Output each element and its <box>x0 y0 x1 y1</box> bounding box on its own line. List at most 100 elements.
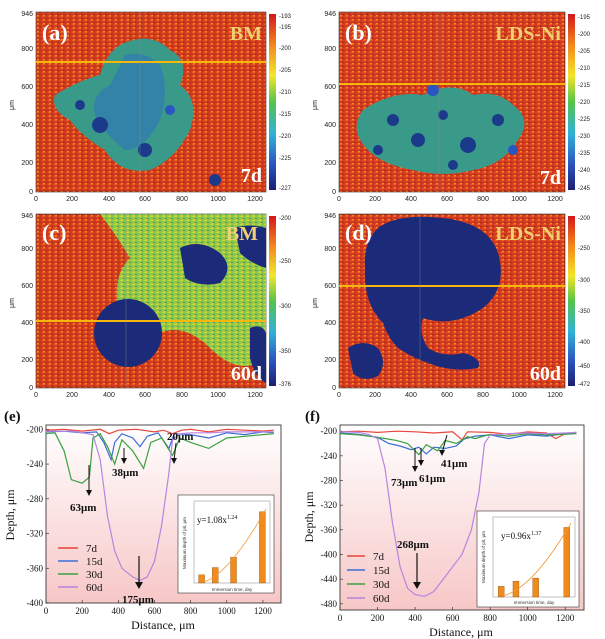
colorbar <box>269 14 276 190</box>
inset-x-label: Immersion time, day <box>514 600 555 605</box>
cb-tick: -205 <box>578 49 591 55</box>
x-tick: 200 <box>369 196 381 203</box>
y-tick-label: -400 <box>27 598 44 608</box>
cb-tick: -195 <box>279 25 292 31</box>
y-tick: 600 <box>324 84 336 91</box>
x-tick: 800 <box>477 392 489 399</box>
annotation-73um: 73μm <box>391 477 417 489</box>
y-tick: 0 <box>332 189 336 196</box>
cb-tick: -205 <box>279 68 292 74</box>
x-tick: 400 <box>103 392 115 399</box>
x-tick-label: 600 <box>446 613 460 623</box>
cb-tick: -245 <box>578 186 591 192</box>
colorbar <box>568 216 575 386</box>
map-panel-d: (d) LDS-Ni 60d 946 800 600 400 200 0 μm … <box>312 213 591 399</box>
y-unit: μm <box>312 100 319 110</box>
map-day-b: 7d <box>540 167 561 189</box>
x-tick: 1200 <box>547 196 563 203</box>
x-tick-label: 800 <box>483 613 497 623</box>
x-tick: 0 <box>34 392 38 399</box>
x-axis-label: Distance, μm <box>429 625 493 639</box>
map-day-d: 60d <box>530 363 561 385</box>
y-unit: μm <box>312 298 319 308</box>
y-tick-label: -240 <box>321 451 338 461</box>
y-tick: 200 <box>21 160 33 167</box>
inset-bar <box>259 511 266 584</box>
map-panel-c: (c) BM 60d 946 800 600 400 200 0 μm 0 20… <box>9 213 292 399</box>
x-tick: 400 <box>103 196 115 203</box>
y-tick: 800 <box>324 246 336 253</box>
map-panel-b: (b) LDS-Ni 7d 946 800 600 400 200 0 μm 0… <box>312 11 591 203</box>
y-tick: 200 <box>324 357 336 364</box>
legend-15d: 15d <box>86 556 103 568</box>
legend-30d: 30d <box>373 579 390 591</box>
y-unit: μm <box>9 100 16 110</box>
colorbar <box>568 14 575 190</box>
cb-tick: -376 <box>279 382 292 388</box>
series-line-60d <box>46 430 274 582</box>
annotation-63um: 63μm <box>70 502 96 514</box>
x-tick: 0 <box>34 196 38 203</box>
inset-x-label: Immersion time, day <box>212 587 253 592</box>
legend-60d: 60d <box>373 593 390 605</box>
y-tick-label: -400 <box>321 550 338 560</box>
x-tick: 600 <box>441 392 453 399</box>
cb-tick: -240 <box>578 168 591 174</box>
x-tick: 1200 <box>247 392 263 399</box>
cb-tick: -210 <box>578 66 591 72</box>
y-tick-label: -280 <box>27 494 44 504</box>
map-name-b: LDS-Ni <box>495 23 561 45</box>
y-tick: 946 <box>324 213 336 220</box>
inset-bar <box>498 586 505 598</box>
x-tick: 1000 <box>511 196 527 203</box>
y-tick-label: -200 <box>321 426 338 436</box>
map-name-c: BM <box>226 223 258 245</box>
x-tick-label: 800 <box>184 606 198 616</box>
y-tick-label: -200 <box>27 424 44 434</box>
inset-bar <box>532 577 539 598</box>
y-tick-label: -280 <box>321 476 338 486</box>
x-tick-label: 400 <box>112 606 126 616</box>
series-line-15d <box>339 432 577 455</box>
x-tick: 1000 <box>511 392 527 399</box>
y-tick-label: -320 <box>321 500 338 510</box>
annotation-20um: 20μm <box>167 431 193 443</box>
map-letter-d: (d) <box>345 220 372 245</box>
y-tick-label: -240 <box>27 459 44 469</box>
y-tick: 0 <box>29 189 33 196</box>
y-tick: 800 <box>21 246 33 253</box>
y-tick: 800 <box>21 46 33 53</box>
cb-tick: -250 <box>578 246 591 252</box>
map-letter-c: (c) <box>42 220 66 245</box>
cb-tick: -230 <box>578 134 591 140</box>
cb-tick: -300 <box>279 304 292 310</box>
cb-tick: -200 <box>279 46 292 52</box>
cb-tick: -215 <box>279 112 292 118</box>
y-tick: 400 <box>324 320 336 327</box>
inset-chart: y=0.96x1.37 Maximum depth of pit, μm Imm… <box>476 510 580 608</box>
y-tick: 600 <box>324 283 336 290</box>
y-tick-label: -320 <box>27 529 44 539</box>
cb-tick: -200 <box>578 216 591 222</box>
x-tick-label: 0 <box>44 606 49 616</box>
cb-tick: -400 <box>578 340 591 346</box>
legend: 7d 15d 30d 60d <box>347 551 390 605</box>
x-tick: 400 <box>405 392 417 399</box>
x-axis-label: Distance, μm <box>131 618 195 632</box>
cb-tick: -227 <box>279 186 292 192</box>
y-tick: 600 <box>21 84 33 91</box>
cb-tick: -350 <box>578 309 591 315</box>
cb-tick: -225 <box>279 156 292 162</box>
map-letter-a: (a) <box>42 20 68 45</box>
y-tick: 400 <box>21 320 33 327</box>
inset-bar <box>563 527 570 598</box>
inset-bar <box>198 574 205 584</box>
chart-letter: (f) <box>305 409 320 425</box>
x-tick-label: 600 <box>148 606 162 616</box>
inset-chart: y=1.08x1.24 Maximum depth of pit, μm Imm… <box>177 494 275 594</box>
y-tick: 400 <box>21 122 33 129</box>
x-tick: 200 <box>66 392 78 399</box>
x-tick: 1000 <box>210 196 226 203</box>
cb-tick: -215 <box>578 83 591 89</box>
cb-tick: -200 <box>578 32 591 38</box>
